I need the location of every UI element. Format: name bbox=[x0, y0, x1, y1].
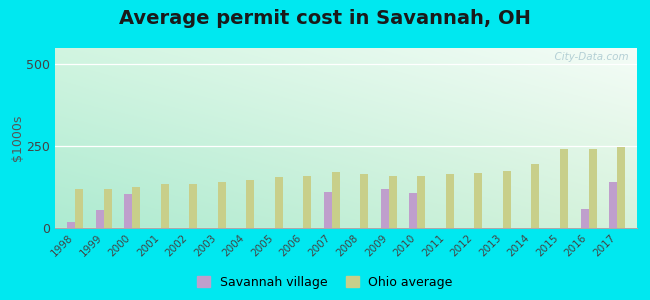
Bar bbox=[609, 182, 617, 228]
Bar bbox=[588, 149, 597, 228]
Bar bbox=[67, 222, 75, 228]
Legend: Savannah village, Ohio average: Savannah village, Ohio average bbox=[192, 271, 458, 294]
Bar bbox=[124, 194, 132, 228]
Bar bbox=[104, 189, 112, 228]
Bar bbox=[410, 193, 417, 228]
Bar bbox=[360, 174, 369, 228]
Bar bbox=[324, 192, 332, 228]
Bar bbox=[161, 184, 169, 228]
Bar bbox=[389, 176, 397, 228]
Bar bbox=[381, 189, 389, 228]
Bar bbox=[75, 189, 83, 228]
Bar bbox=[275, 177, 283, 228]
Bar bbox=[503, 171, 511, 228]
Bar bbox=[189, 184, 197, 228]
Bar bbox=[580, 209, 588, 228]
Y-axis label: $1000s: $1000s bbox=[10, 115, 23, 161]
Bar bbox=[332, 172, 340, 228]
Bar bbox=[474, 173, 482, 228]
Bar bbox=[446, 174, 454, 228]
Bar bbox=[132, 187, 140, 228]
Bar bbox=[218, 182, 226, 228]
Bar bbox=[417, 176, 425, 228]
Text: City-Data.com: City-Data.com bbox=[548, 52, 629, 61]
Bar bbox=[617, 147, 625, 228]
Text: Average permit cost in Savannah, OH: Average permit cost in Savannah, OH bbox=[119, 9, 531, 28]
Bar bbox=[560, 149, 568, 228]
Bar bbox=[96, 210, 104, 228]
Bar bbox=[246, 180, 254, 228]
Bar bbox=[532, 164, 539, 228]
Bar bbox=[304, 176, 311, 228]
